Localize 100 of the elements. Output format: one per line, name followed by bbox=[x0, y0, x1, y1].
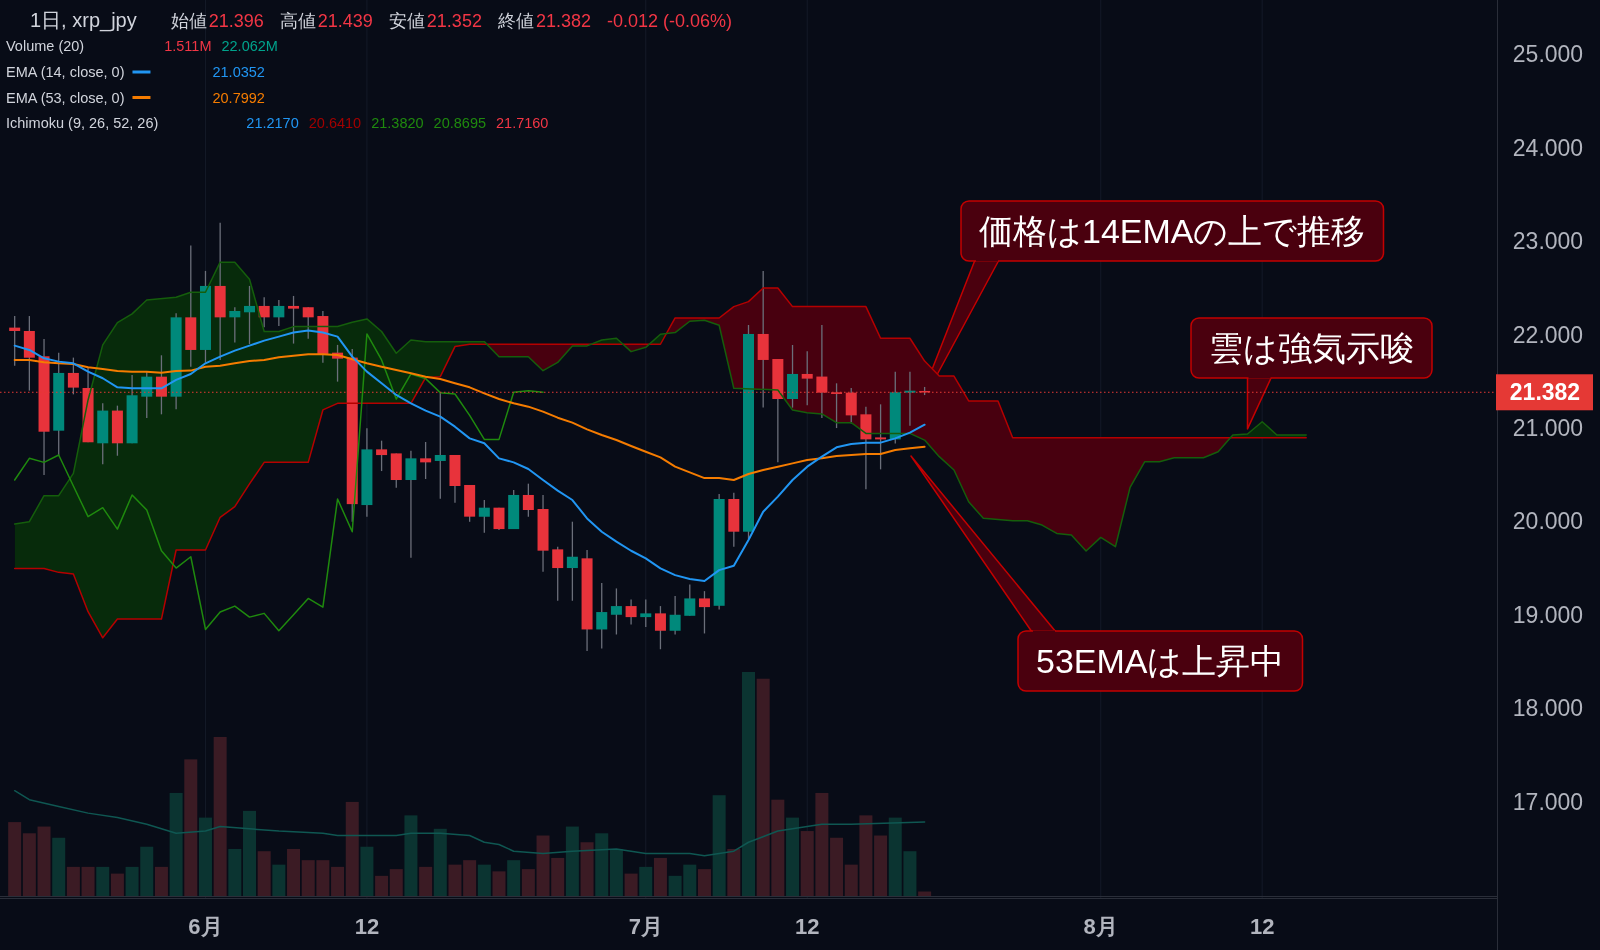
bar bbox=[96, 866, 110, 896]
y-tick-label: 21.000 bbox=[1512, 414, 1584, 441]
x-tick-label: 8月 bbox=[1083, 914, 1118, 939]
y-tick-label: 17.000 bbox=[1512, 788, 1584, 815]
annotation: 21.0352 bbox=[212, 64, 265, 80]
candlestick bbox=[654, 605, 666, 650]
annotation: 21.439 bbox=[317, 11, 373, 31]
annotation: 1.511M bbox=[164, 38, 212, 54]
annotation: 21.352 bbox=[426, 11, 482, 31]
bar bbox=[624, 873, 638, 896]
legend-label: EMA (53, close, 0) bbox=[6, 89, 125, 106]
bar bbox=[243, 810, 256, 896]
chart-title: 1日, xrp_jpy bbox=[30, 9, 137, 32]
x-tick-label: 12 bbox=[1249, 914, 1275, 939]
candlestick bbox=[698, 590, 710, 635]
x-tick-label: 12 bbox=[354, 914, 380, 939]
candlestick bbox=[288, 295, 300, 345]
bar bbox=[37, 826, 51, 896]
bar bbox=[874, 835, 888, 896]
bar bbox=[257, 851, 271, 896]
annotation: 安値 bbox=[388, 11, 425, 31]
bar bbox=[595, 833, 609, 896]
annotation: 21.3820 bbox=[371, 115, 424, 131]
annotation: 53EMAは上昇中 bbox=[1036, 642, 1285, 680]
ref-line-label: 21.382 bbox=[1509, 379, 1581, 406]
bar bbox=[786, 817, 800, 896]
candlestick bbox=[684, 583, 696, 617]
annotation: 雲は強気示唆 bbox=[1209, 329, 1414, 367]
x-tick-label: 12 bbox=[794, 914, 820, 939]
bar bbox=[287, 848, 301, 896]
bar bbox=[521, 869, 535, 896]
bar bbox=[331, 866, 345, 896]
bar bbox=[66, 866, 80, 896]
y-tick-label: 22.000 bbox=[1512, 321, 1584, 348]
candlestick bbox=[669, 595, 681, 636]
annotation: 20.7992 bbox=[212, 89, 265, 106]
candlestick bbox=[640, 598, 652, 628]
bar bbox=[433, 828, 447, 896]
bar bbox=[463, 860, 477, 896]
candlestick bbox=[478, 499, 490, 534]
candlestick bbox=[420, 441, 432, 480]
y-tick-label: 25.000 bbox=[1512, 41, 1584, 68]
annotation: 始値 bbox=[170, 11, 207, 31]
bar bbox=[492, 871, 506, 896]
annotation: Ichimoku (9, 26, 52, 26) bbox=[6, 115, 159, 131]
bar bbox=[830, 837, 844, 896]
bar bbox=[272, 864, 286, 896]
candlestick bbox=[376, 440, 388, 472]
bar bbox=[742, 672, 755, 896]
legend-label: EMA (14, close, 0) bbox=[6, 64, 125, 80]
bar bbox=[477, 864, 491, 896]
bar bbox=[184, 759, 198, 896]
annotation: 終値 bbox=[496, 11, 534, 31]
bar bbox=[228, 848, 242, 896]
bar bbox=[22, 833, 36, 896]
bar bbox=[154, 866, 168, 896]
candlestick bbox=[244, 285, 255, 345]
candlestick bbox=[522, 483, 534, 518]
bar bbox=[52, 837, 66, 896]
bar bbox=[8, 822, 22, 896]
candlestick bbox=[405, 450, 417, 559]
line-series bbox=[13, 329, 926, 583]
annotation: 高値 bbox=[279, 11, 316, 31]
y-tick-label: 19.000 bbox=[1512, 601, 1584, 628]
candlestick bbox=[625, 598, 637, 626]
annotation: 22.062M bbox=[221, 38, 278, 54]
candlestick bbox=[258, 296, 270, 328]
annotation: -0.012 (-0.06%) bbox=[606, 11, 733, 31]
annotation: 21.7160 bbox=[496, 115, 549, 131]
candlestick bbox=[302, 306, 314, 340]
bar bbox=[345, 801, 359, 896]
x-tick-label: 6月 bbox=[188, 914, 223, 939]
candlestick bbox=[273, 299, 285, 327]
annotation: 21.2170 bbox=[246, 115, 299, 131]
bar bbox=[110, 873, 124, 896]
candlestick bbox=[229, 306, 241, 344]
candlestick bbox=[434, 391, 446, 500]
y-tick-label: 20.000 bbox=[1512, 508, 1584, 535]
bar bbox=[727, 848, 741, 896]
y-tick-label: 18.000 bbox=[1512, 695, 1584, 722]
bar bbox=[639, 866, 653, 896]
annotation: 価格は14EMAの上で推移 bbox=[979, 212, 1366, 250]
annotation: 20.6410 bbox=[308, 115, 362, 131]
candlestick bbox=[875, 403, 887, 471]
candlestick bbox=[566, 521, 578, 602]
x-tick-label: 7月 bbox=[628, 914, 663, 939]
bar bbox=[653, 857, 667, 896]
bar bbox=[918, 891, 932, 896]
bar bbox=[697, 869, 711, 896]
candlestick bbox=[610, 587, 622, 636]
bar bbox=[404, 815, 418, 896]
text: Volume (20) bbox=[6, 38, 85, 54]
candlestick bbox=[596, 582, 608, 650]
bar bbox=[360, 846, 374, 896]
y-tick-label: 23.000 bbox=[1512, 228, 1584, 255]
y-tick-label: 24.000 bbox=[1512, 134, 1584, 161]
bar bbox=[419, 866, 433, 896]
line-series bbox=[13, 333, 544, 632]
bar bbox=[448, 864, 462, 896]
bar bbox=[198, 817, 212, 896]
